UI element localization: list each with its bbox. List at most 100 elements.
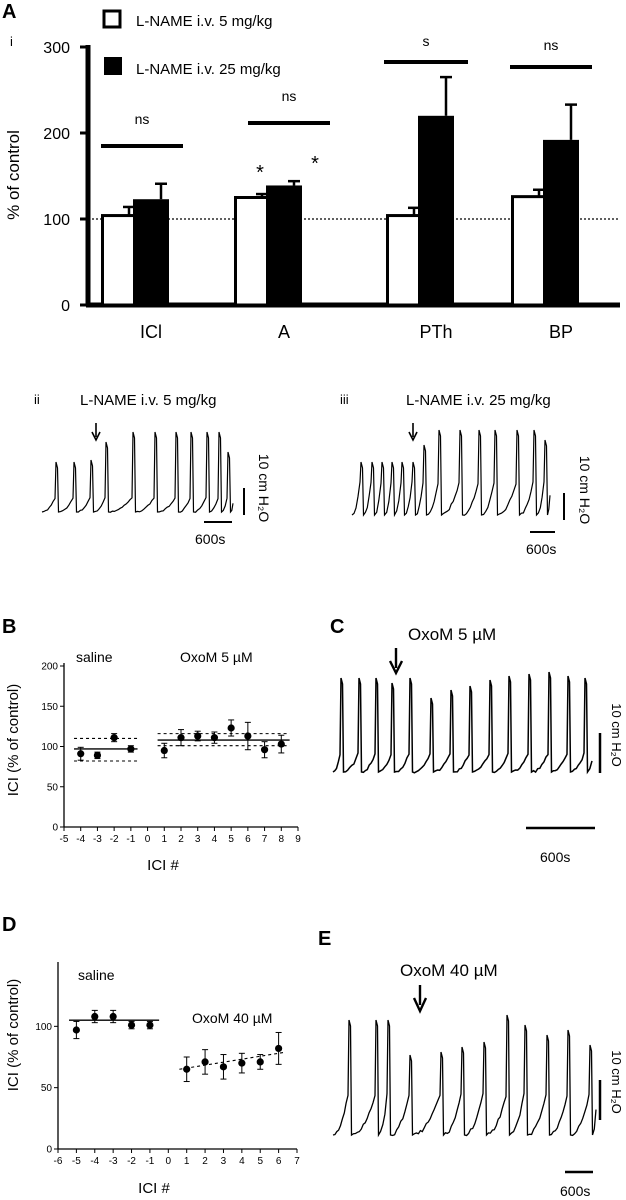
x-tick-label: 5 xyxy=(257,1156,263,1167)
y-tick-label: 300 xyxy=(43,40,70,57)
y-tick-label: 150 xyxy=(41,702,58,713)
significance-label: ns xyxy=(544,37,559,53)
significance-label: ns xyxy=(135,111,150,127)
y-tick-label: 0 xyxy=(52,823,58,834)
data-point xyxy=(201,1058,209,1066)
data-point xyxy=(227,724,235,732)
x-tick-label: 9 xyxy=(295,834,301,845)
legend-swatch-open xyxy=(102,9,122,29)
bar xyxy=(418,115,454,305)
scale-label-horizontal: 600s xyxy=(195,531,225,547)
x-tick-label: 1 xyxy=(162,834,168,845)
bar xyxy=(543,139,579,305)
pressure-trace-c xyxy=(332,671,593,775)
x-tick-label: 1 xyxy=(184,1156,190,1167)
trace-title-c: OxoM 5 µM xyxy=(408,625,496,644)
arrow-icon xyxy=(388,648,404,676)
data-point xyxy=(183,1065,191,1073)
bar xyxy=(234,196,270,307)
trace-title-a-ii: L-NAME i.v. 5 mg/kg xyxy=(80,392,216,409)
scatter-chart-d: ICI (% of control) ICI # saline OxoM 40 … xyxy=(5,962,300,1197)
y-tick-label: 0 xyxy=(46,1145,52,1156)
data-point xyxy=(110,734,118,742)
y-axis-label: % of control xyxy=(4,130,23,220)
x-tick-label: -2 xyxy=(110,834,119,845)
y-tick-label: 100 xyxy=(41,742,58,753)
data-point xyxy=(146,1021,154,1029)
scale-label-horizontal: 600s xyxy=(526,541,556,557)
data-point xyxy=(219,1063,228,1071)
group-label-oxom: OxoM 40 µM xyxy=(192,1010,272,1026)
trace-title-e: OxoM 40 µM xyxy=(400,961,498,980)
panel-label-Ai: i xyxy=(10,34,13,49)
data-point xyxy=(127,1021,136,1029)
x-tick-label: 4 xyxy=(239,1156,245,1167)
bar xyxy=(266,185,302,305)
group-label-saline: saline xyxy=(78,967,115,983)
y-axis-label: ICI (% of control) xyxy=(5,684,22,797)
x-tick-label: -3 xyxy=(93,834,102,845)
y-tick-label: 100 xyxy=(35,1022,52,1033)
x-axis-label: ICI # xyxy=(138,1180,170,1197)
data-point xyxy=(177,734,185,742)
y-tick-label: 0 xyxy=(61,298,70,315)
scale-label-vertical: 10 cm H₂O xyxy=(256,454,272,523)
scale-label-vertical: 10 cm H₂O xyxy=(577,456,593,525)
x-tick-label: 4 xyxy=(212,834,218,845)
x-tick-label: 6 xyxy=(245,834,251,845)
data-point xyxy=(91,1012,99,1021)
y-axis-label: ICI (% of control) xyxy=(5,979,22,1092)
fit-line xyxy=(179,1051,287,1070)
significance-label: ns xyxy=(282,88,297,104)
pressure-trace-a-ii xyxy=(41,431,234,514)
data-point xyxy=(72,1026,80,1034)
trace-title-a-iii: L-NAME i.v. 25 mg/kg xyxy=(406,392,551,409)
legend-swatch-filled xyxy=(104,57,122,75)
data-point xyxy=(256,1058,264,1066)
y-tick-label: 50 xyxy=(47,782,59,793)
panel-label-Aii: ii xyxy=(34,392,40,407)
x-tick-label: 2 xyxy=(202,1156,208,1167)
data-point xyxy=(244,732,252,740)
arrow-icon xyxy=(91,423,101,442)
x-tick-label: A xyxy=(278,322,290,342)
x-axis-label: ICI # xyxy=(147,857,179,874)
x-tick-label: -1 xyxy=(145,1156,154,1167)
x-tick-label: -5 xyxy=(60,834,69,845)
legend-label-5mg: L-NAME i.v. 5 mg/kg xyxy=(136,13,272,30)
group-label-oxom: OxoM 5 µM xyxy=(180,649,253,665)
x-tick-label: 3 xyxy=(221,1156,227,1167)
trace-a-iii: L-NAME i.v. 25 mg/kg 10 cm H₂O 600s xyxy=(351,392,593,557)
panel-label-E: E xyxy=(318,928,331,950)
data-point xyxy=(93,751,102,759)
data-point xyxy=(275,1044,283,1053)
bar xyxy=(101,214,137,307)
x-tick-label: 2 xyxy=(178,834,184,845)
scale-label-horizontal: 600s xyxy=(540,849,570,865)
panel-label-B: B xyxy=(2,616,16,638)
data-point xyxy=(238,1059,246,1067)
x-tick-label: BP xyxy=(549,322,573,342)
group-label-saline: saline xyxy=(76,649,113,665)
x-tick-label: 5 xyxy=(228,834,234,845)
y-tick-label: 100 xyxy=(43,212,70,229)
bar-chart-a: L-NAME i.v. 5 mg/kg L-NAME i.v. 25 mg/kg… xyxy=(4,9,620,342)
trace-c: OxoM 5 µM 10 cm H₂O 600s xyxy=(332,625,624,865)
significance-label: s xyxy=(423,33,430,49)
scale-label-vertical: 10 cm H₂O xyxy=(609,703,624,767)
data-point xyxy=(109,1012,117,1021)
trace-e: OxoM 40 µM 10 cm H₂O 600s xyxy=(332,961,624,1199)
pressure-trace-a-iii xyxy=(351,429,551,518)
x-tick-label: -5 xyxy=(72,1156,81,1167)
y-tick-label: 200 xyxy=(41,662,58,673)
y-tick-label: 50 xyxy=(41,1083,53,1094)
scatter-chart-b: ICI (% of control) ICI # saline OxoM 5 µ… xyxy=(5,649,301,874)
data-point xyxy=(194,732,202,740)
data-point xyxy=(277,740,285,748)
x-tick-label: -4 xyxy=(90,1156,99,1167)
panel-label-A: A xyxy=(2,1,16,23)
x-tick-label: -1 xyxy=(126,834,135,845)
data-point xyxy=(77,750,85,758)
x-tick-label: 0 xyxy=(166,1156,172,1167)
